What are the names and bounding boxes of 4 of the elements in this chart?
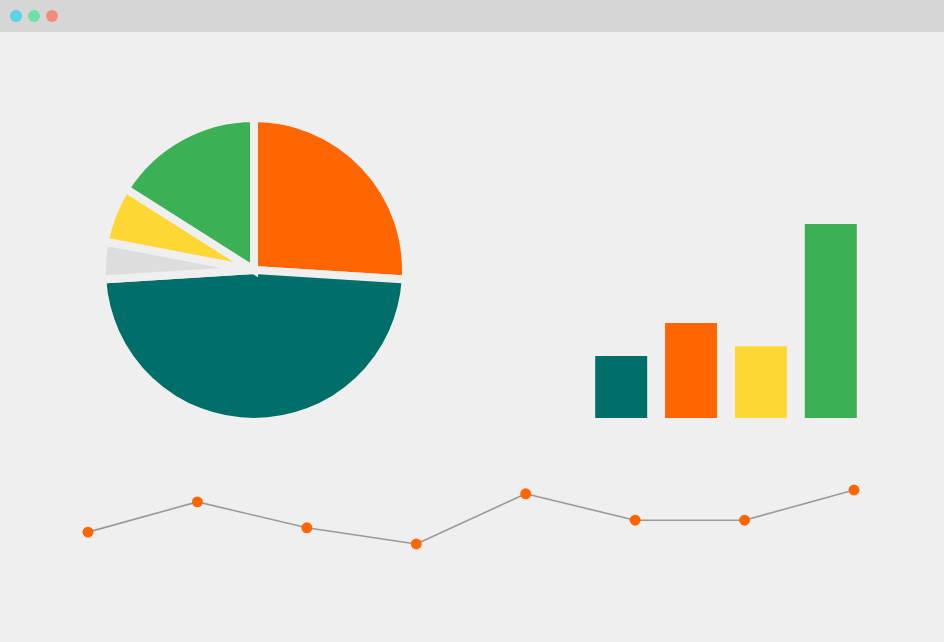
bar bbox=[595, 355, 648, 418]
bar bbox=[804, 224, 857, 418]
bar bbox=[734, 346, 787, 418]
bar bbox=[665, 322, 718, 418]
